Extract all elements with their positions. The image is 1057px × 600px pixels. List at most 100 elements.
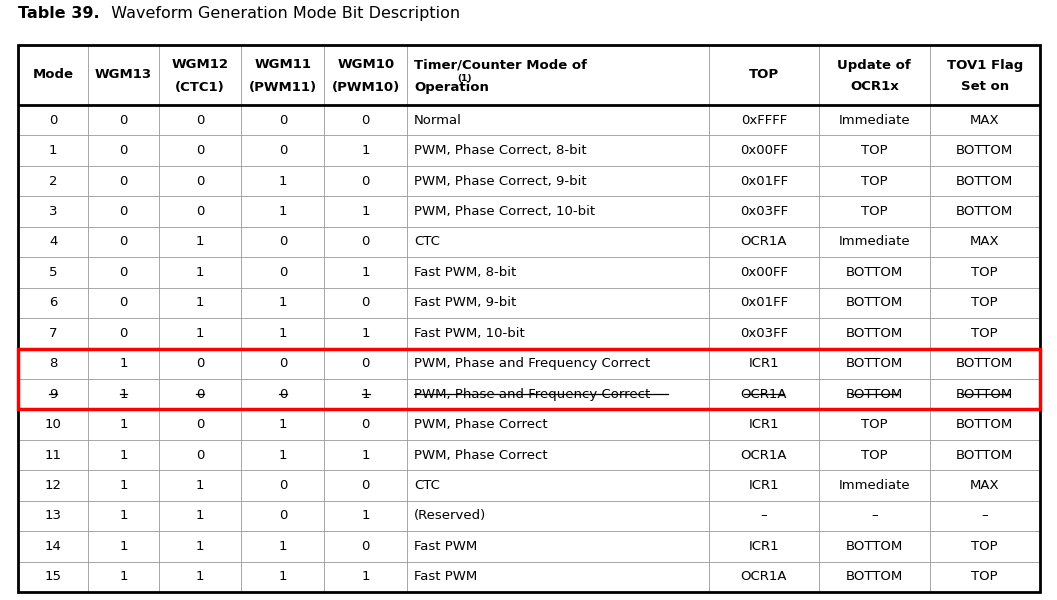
Text: 0: 0 [196, 205, 204, 218]
Text: 0: 0 [279, 235, 288, 248]
Text: BOTTOM: BOTTOM [846, 540, 903, 553]
Text: 1: 1 [361, 449, 370, 461]
Text: 1: 1 [196, 570, 204, 583]
Text: Fast PWM: Fast PWM [414, 570, 478, 583]
Text: 8: 8 [49, 357, 57, 370]
Text: 1: 1 [196, 235, 204, 248]
Text: 1: 1 [361, 144, 370, 157]
Text: 0: 0 [196, 114, 204, 127]
Text: Mode: Mode [33, 68, 74, 82]
Text: 1: 1 [196, 266, 204, 279]
Text: 10: 10 [44, 418, 61, 431]
Text: ICR1: ICR1 [748, 418, 779, 431]
Text: 0: 0 [279, 479, 288, 492]
Text: 1: 1 [119, 388, 128, 401]
Text: 0: 0 [119, 205, 128, 218]
Text: Fast PWM, 10-bit: Fast PWM, 10-bit [414, 327, 525, 340]
Text: MAX: MAX [970, 479, 1000, 492]
Text: 1: 1 [119, 540, 128, 553]
Text: 4: 4 [49, 235, 57, 248]
Text: WGM10: WGM10 [337, 58, 394, 71]
Text: Normal: Normal [414, 114, 462, 127]
Text: 1: 1 [279, 327, 288, 340]
Text: 1: 1 [361, 509, 370, 523]
Text: ICR1: ICR1 [748, 357, 779, 370]
Bar [18, 349, 1040, 409]
Text: 0x00FF: 0x00FF [740, 144, 787, 157]
Text: 6: 6 [49, 296, 57, 310]
Text: 0x01FF: 0x01FF [740, 175, 787, 188]
Text: 1: 1 [119, 418, 128, 431]
Text: TOP: TOP [971, 327, 998, 340]
Text: TOP: TOP [971, 540, 998, 553]
Text: 0: 0 [279, 509, 288, 523]
Text: 1: 1 [361, 570, 370, 583]
Text: BOTTOM: BOTTOM [957, 357, 1014, 370]
Text: 1: 1 [119, 509, 128, 523]
Text: BOTTOM: BOTTOM [846, 357, 903, 370]
Text: BOTTOM: BOTTOM [846, 266, 903, 279]
Text: 1: 1 [49, 144, 57, 157]
Text: 0: 0 [196, 449, 204, 461]
Text: TOP: TOP [861, 449, 888, 461]
Text: 3: 3 [49, 205, 57, 218]
Text: MAX: MAX [970, 114, 1000, 127]
Text: 0: 0 [119, 327, 128, 340]
Text: 1: 1 [119, 479, 128, 492]
Text: Immediate: Immediate [838, 479, 910, 492]
Text: TOP: TOP [971, 570, 998, 583]
Text: ICR1: ICR1 [748, 479, 779, 492]
Text: BOTTOM: BOTTOM [957, 418, 1014, 431]
Text: (PWM10): (PWM10) [332, 80, 400, 94]
Text: 1: 1 [279, 570, 288, 583]
Text: TOP: TOP [971, 266, 998, 279]
Text: PWM, Phase Correct: PWM, Phase Correct [414, 418, 548, 431]
Text: 1: 1 [196, 327, 204, 340]
Text: 0: 0 [196, 418, 204, 431]
Text: OCR1A: OCR1A [741, 235, 787, 248]
Text: 0: 0 [119, 296, 128, 310]
Text: WGM13: WGM13 [95, 68, 152, 82]
Text: Fast PWM: Fast PWM [414, 540, 478, 553]
Text: 15: 15 [44, 570, 61, 583]
Text: CTC: CTC [414, 235, 440, 248]
Text: OCR1x: OCR1x [850, 80, 898, 94]
Text: PWM, Phase and Frequency Correct: PWM, Phase and Frequency Correct [414, 357, 650, 370]
Text: –: – [871, 509, 877, 523]
Text: Timer/Counter Mode of: Timer/Counter Mode of [414, 58, 588, 71]
Text: BOTTOM: BOTTOM [957, 144, 1014, 157]
Text: 2: 2 [49, 175, 57, 188]
Text: 1: 1 [279, 449, 288, 461]
Text: 0x00FF: 0x00FF [740, 266, 787, 279]
Text: WGM11: WGM11 [255, 58, 312, 71]
Text: BOTTOM: BOTTOM [957, 205, 1014, 218]
Text: BOTTOM: BOTTOM [957, 449, 1014, 461]
Text: 7: 7 [49, 327, 57, 340]
Text: PWM, Phase Correct, 10-bit: PWM, Phase Correct, 10-bit [414, 205, 595, 218]
Text: BOTTOM: BOTTOM [846, 296, 903, 310]
Text: 0: 0 [119, 114, 128, 127]
Text: 1: 1 [279, 175, 288, 188]
Text: 0: 0 [119, 266, 128, 279]
Text: BOTTOM: BOTTOM [957, 388, 1014, 401]
Text: (1): (1) [458, 73, 471, 82]
Text: 1: 1 [196, 479, 204, 492]
Text: BOTTOM: BOTTOM [957, 175, 1014, 188]
Text: –: – [982, 509, 988, 523]
Text: 1: 1 [279, 418, 288, 431]
Text: 12: 12 [44, 479, 61, 492]
Text: TOP: TOP [861, 418, 888, 431]
Text: 9: 9 [49, 388, 57, 401]
Text: 1: 1 [361, 205, 370, 218]
Text: 1: 1 [361, 327, 370, 340]
Text: TOV1 Flag: TOV1 Flag [947, 58, 1023, 71]
Text: TOP: TOP [971, 296, 998, 310]
Text: 13: 13 [44, 509, 61, 523]
Text: 0: 0 [196, 144, 204, 157]
Text: 11: 11 [44, 449, 61, 461]
Text: 0: 0 [361, 235, 370, 248]
Text: 0x01FF: 0x01FF [740, 296, 787, 310]
Text: MAX: MAX [970, 235, 1000, 248]
Text: PWM, Phase Correct: PWM, Phase Correct [414, 449, 548, 461]
Text: PWM, Phase Correct, 9-bit: PWM, Phase Correct, 9-bit [414, 175, 587, 188]
